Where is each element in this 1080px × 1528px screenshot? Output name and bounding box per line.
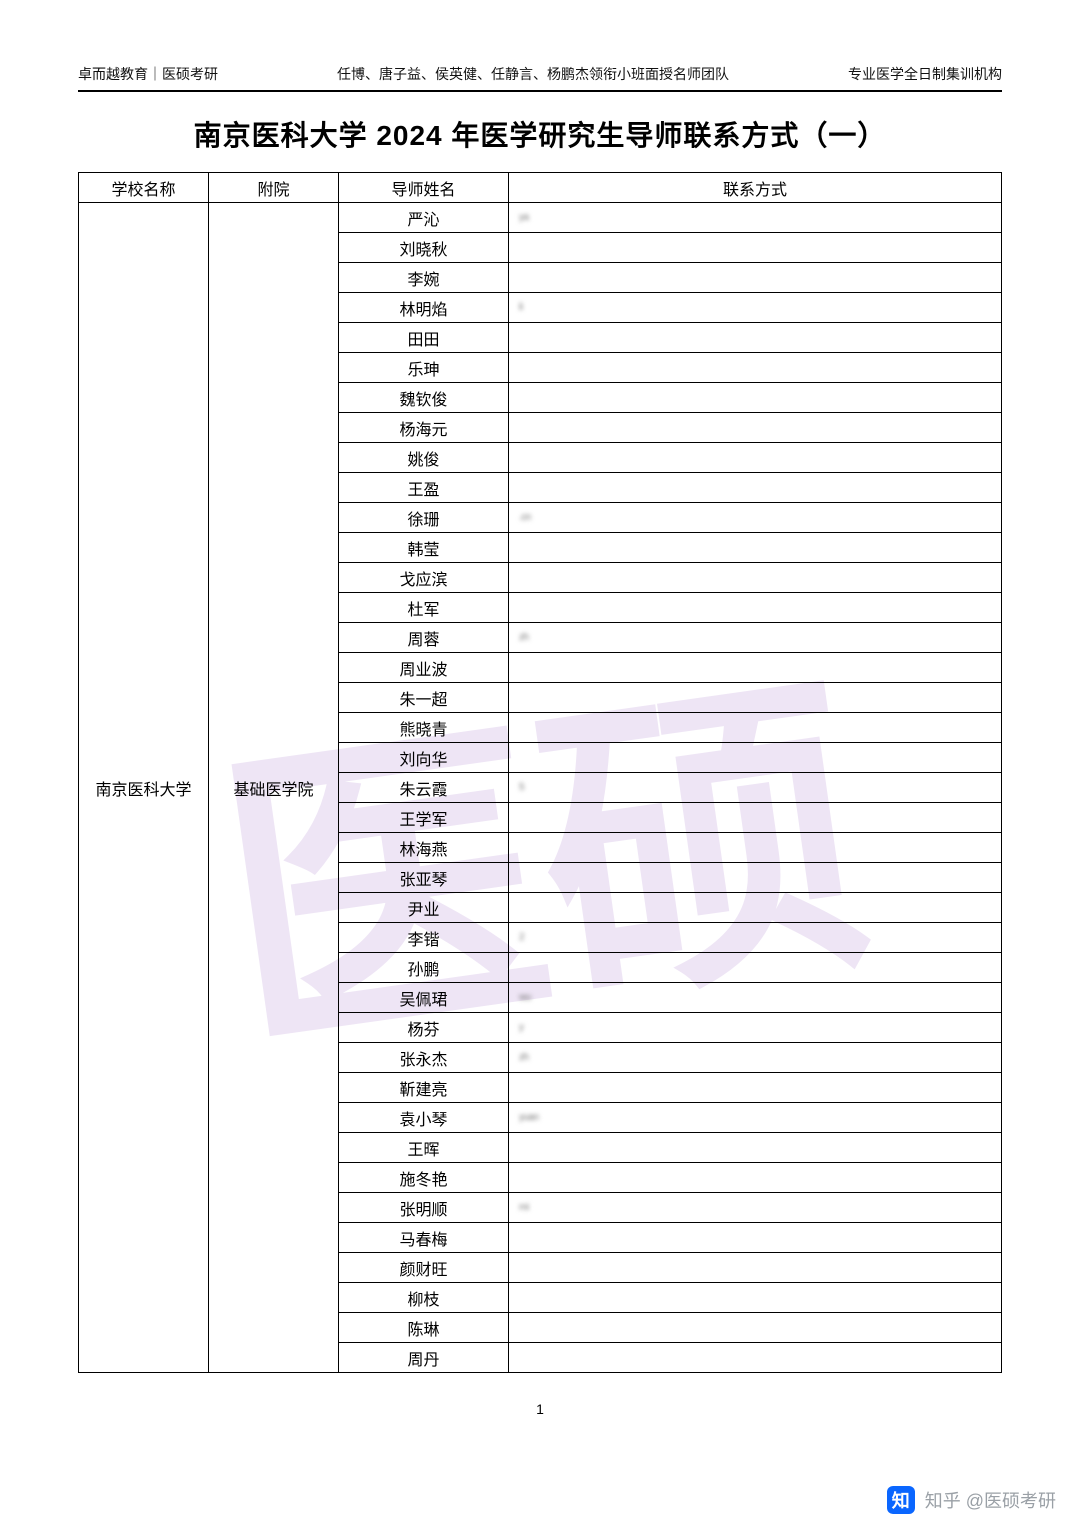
contact-cell: [509, 443, 1002, 473]
contact-cell: [509, 533, 1002, 563]
advisor-name-cell: 王学军: [339, 803, 509, 833]
advisor-name-cell: 张亚琴: [339, 863, 509, 893]
table-row: 南京医科大学基础医学院严沁ya: [79, 203, 1002, 233]
col-header-dept: 附院: [209, 173, 339, 203]
contact-cell: [509, 1163, 1002, 1193]
zhihu-credit: 知 知乎 @医硕考研: [887, 1486, 1056, 1514]
contact-cell: [509, 233, 1002, 263]
advisor-name-cell: 孙鹏: [339, 953, 509, 983]
advisor-name-cell: 柳枝: [339, 1283, 509, 1313]
contact-cell: [509, 863, 1002, 893]
advisor-name-cell: 姚俊: [339, 443, 509, 473]
contact-cell: [509, 1253, 1002, 1283]
school-cell: 南京医科大学: [79, 203, 209, 1373]
zhihu-logo-icon: 知: [887, 1486, 915, 1514]
advisor-name-cell: 李锴: [339, 923, 509, 953]
header-center: 任博、唐子益、侯英健、任静言、杨鹏杰领衔小班面授名师团队: [337, 64, 729, 84]
advisor-name-cell: 乐珅: [339, 353, 509, 383]
contact-cell: [509, 1313, 1002, 1343]
document-page: 卓而越教育｜医硕考研 任博、唐子益、侯英健、任静言、杨鹏杰领衔小班面授名师团队 …: [0, 0, 1080, 1457]
advisor-name-cell: 颜财旺: [339, 1253, 509, 1283]
contact-cell: [509, 713, 1002, 743]
contact-cell: yuan: [509, 1103, 1002, 1133]
advisor-name-cell: 杨海元: [339, 413, 509, 443]
contact-cell: wu: [509, 983, 1002, 1013]
contact-cell: [509, 1223, 1002, 1253]
table-header-row: 学校名称 附院 导师姓名 联系方式: [79, 173, 1002, 203]
advisor-name-cell: 戈应滨: [339, 563, 509, 593]
contact-cell: [509, 803, 1002, 833]
contact-cell: [509, 1343, 1002, 1373]
contact-cell: zh: [509, 623, 1002, 653]
table-body: 南京医科大学基础医学院严沁ya刘晓秋李婉林明焰li田田乐珅魏钦俊杨海元姚俊王盈徐…: [79, 203, 1002, 1373]
contact-cell: li: [509, 293, 1002, 323]
advisor-name-cell: 林海燕: [339, 833, 509, 863]
dept-cell: 基础医学院: [209, 203, 339, 1373]
page-title: 南京医科大学 2024 年医学研究生导师联系方式（一）: [78, 114, 1002, 154]
contact-cell: [509, 473, 1002, 503]
advisor-name-cell: 杜军: [339, 593, 509, 623]
advisor-name-cell: 刘向华: [339, 743, 509, 773]
contact-cell: [509, 953, 1002, 983]
contact-cell: [509, 383, 1002, 413]
col-header-name: 导师姓名: [339, 173, 509, 203]
contact-cell: [509, 1283, 1002, 1313]
advisor-name-cell: 李婉: [339, 263, 509, 293]
advisor-name-cell: 田田: [339, 323, 509, 353]
contact-cell: zh: [509, 1043, 1002, 1073]
advisor-name-cell: 周丹: [339, 1343, 509, 1373]
contact-cell: [509, 263, 1002, 293]
page-header: 卓而越教育｜医硕考研 任博、唐子益、侯英健、任静言、杨鹏杰领衔小班面授名师团队 …: [78, 64, 1002, 92]
advisor-name-cell: 王盈: [339, 473, 509, 503]
advisor-name-cell: 靳建亮: [339, 1073, 509, 1103]
contact-cell: 5: [509, 773, 1002, 803]
advisor-name-cell: 严沁: [339, 203, 509, 233]
advisor-name-cell: 尹业: [339, 893, 509, 923]
contact-cell: [509, 743, 1002, 773]
col-header-contact: 联系方式: [509, 173, 1002, 203]
contact-cell: [509, 893, 1002, 923]
advisor-name-cell: 朱一超: [339, 683, 509, 713]
advisor-name-cell: 张明顺: [339, 1193, 509, 1223]
advisor-name-cell: 王晖: [339, 1133, 509, 1163]
advisor-name-cell: 林明焰: [339, 293, 509, 323]
contact-cell: y: [509, 1013, 1002, 1043]
advisor-name-cell: 袁小琴: [339, 1103, 509, 1133]
zhihu-credit-text: 知乎 @医硕考研: [925, 1487, 1056, 1513]
contact-cell: [509, 323, 1002, 353]
header-left: 卓而越教育｜医硕考研: [78, 64, 218, 84]
advisor-name-cell: 陈琳: [339, 1313, 509, 1343]
contact-cell: [509, 653, 1002, 683]
col-header-school: 学校名称: [79, 173, 209, 203]
advisor-name-cell: 周业波: [339, 653, 509, 683]
advisor-name-cell: 马春梅: [339, 1223, 509, 1253]
advisor-contact-table: 学校名称 附院 导师姓名 联系方式 南京医科大学基础医学院严沁ya刘晓秋李婉林明…: [78, 172, 1002, 1373]
advisor-name-cell: 魏钦俊: [339, 383, 509, 413]
advisor-name-cell: 施冬艳: [339, 1163, 509, 1193]
advisor-name-cell: 杨芬: [339, 1013, 509, 1043]
advisor-name-cell: 吴佩珺: [339, 983, 509, 1013]
advisor-name-cell: 周蓉: [339, 623, 509, 653]
contact-cell: [509, 683, 1002, 713]
advisor-name-cell: 朱云霞: [339, 773, 509, 803]
advisor-name-cell: 刘晓秋: [339, 233, 509, 263]
advisor-name-cell: 张永杰: [339, 1043, 509, 1073]
advisor-name-cell: 熊晓青: [339, 713, 509, 743]
contact-cell: [509, 353, 1002, 383]
contact-cell: [509, 833, 1002, 863]
contact-cell: ya: [509, 203, 1002, 233]
contact-cell: [509, 563, 1002, 593]
advisor-name-cell: 韩莹: [339, 533, 509, 563]
contact-cell: .cn: [509, 503, 1002, 533]
contact-cell: [509, 413, 1002, 443]
header-right: 专业医学全日制集训机构: [848, 64, 1002, 84]
contact-cell: [509, 593, 1002, 623]
contact-cell: 2: [509, 923, 1002, 953]
contact-cell: [509, 1073, 1002, 1103]
page-number: 1: [78, 1401, 1002, 1417]
advisor-name-cell: 徐珊: [339, 503, 509, 533]
contact-cell: mi: [509, 1193, 1002, 1223]
contact-cell: [509, 1133, 1002, 1163]
